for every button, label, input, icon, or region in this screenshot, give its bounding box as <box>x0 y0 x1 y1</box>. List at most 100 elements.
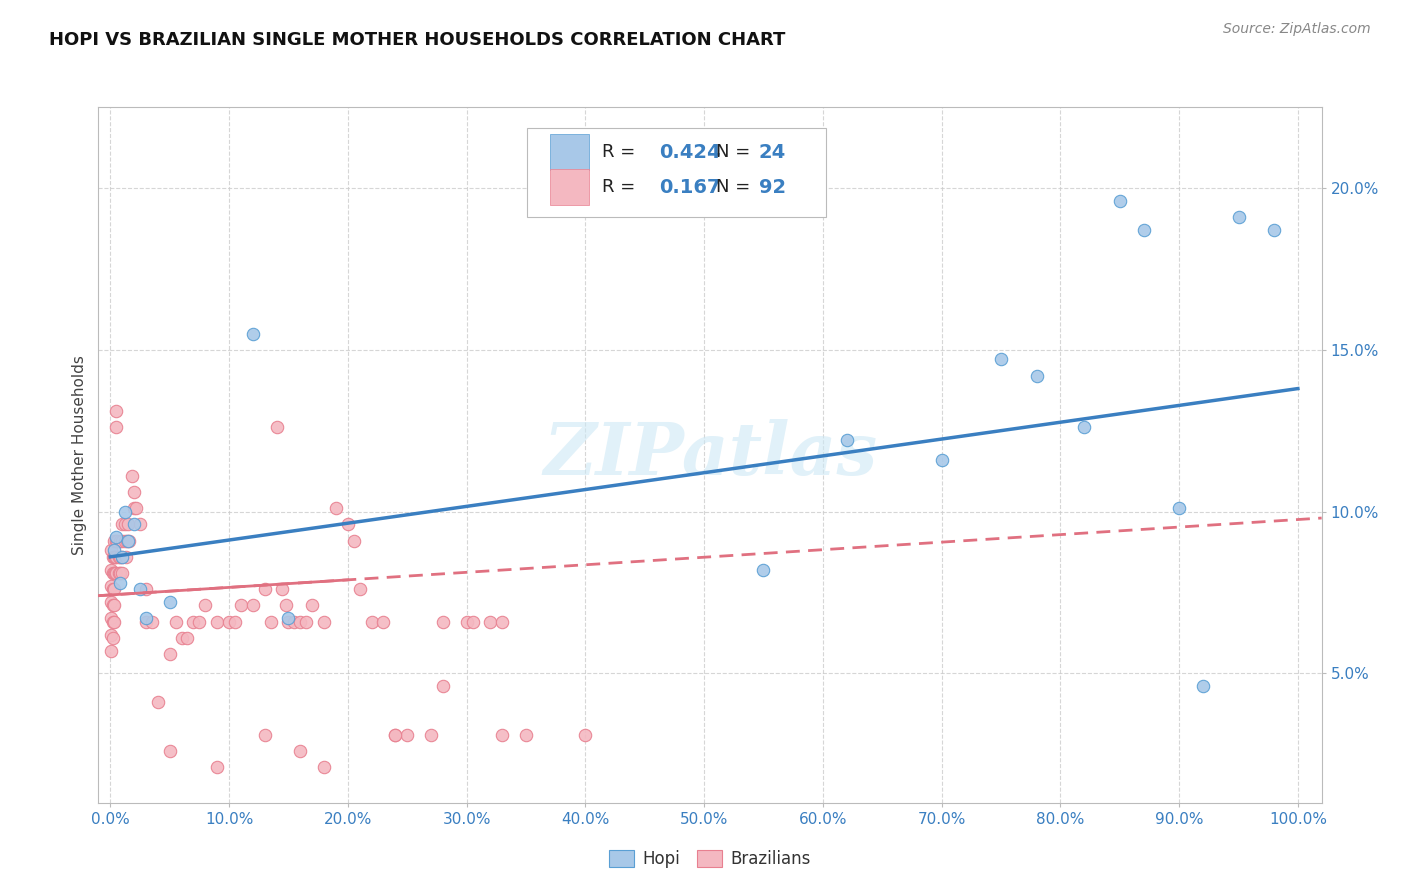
Point <box>491 728 513 742</box>
Point <box>432 615 454 629</box>
Point <box>101 549 124 564</box>
Point <box>349 582 371 597</box>
Point <box>752 563 775 577</box>
Point <box>360 615 382 629</box>
Point <box>105 566 128 580</box>
Point <box>105 531 128 545</box>
Point <box>114 517 136 532</box>
Point <box>114 533 136 548</box>
Point <box>103 599 125 613</box>
Point <box>108 566 131 580</box>
Point <box>1168 501 1191 516</box>
Point <box>183 615 205 629</box>
Point <box>384 728 406 742</box>
Point <box>104 566 127 580</box>
Point <box>100 595 122 609</box>
Text: N =: N = <box>716 178 751 196</box>
Point <box>118 533 141 548</box>
Point <box>242 326 264 341</box>
Point <box>1132 223 1154 237</box>
Point <box>115 533 138 548</box>
FancyBboxPatch shape <box>526 128 827 217</box>
FancyBboxPatch shape <box>550 134 589 170</box>
Point <box>205 760 228 774</box>
Point <box>108 549 131 564</box>
Point <box>479 615 502 629</box>
Point <box>343 533 366 548</box>
Point <box>165 615 187 629</box>
Point <box>253 582 276 597</box>
Point <box>373 615 395 629</box>
Point <box>105 420 128 434</box>
Point <box>491 615 513 629</box>
Point <box>135 582 157 597</box>
Point <box>266 420 288 434</box>
Point <box>103 533 125 548</box>
Point <box>101 599 124 613</box>
Point <box>125 501 148 516</box>
FancyBboxPatch shape <box>550 169 589 205</box>
Point <box>159 744 181 758</box>
Point <box>129 517 152 532</box>
Point <box>105 533 128 548</box>
Point <box>835 434 858 448</box>
Point <box>129 582 152 597</box>
Point <box>100 543 122 558</box>
Point <box>135 615 157 629</box>
Point <box>456 615 478 629</box>
Point <box>100 579 122 593</box>
Point <box>461 615 484 629</box>
Point <box>384 728 406 742</box>
Y-axis label: Single Mother Households: Single Mother Households <box>72 355 87 555</box>
Point <box>274 599 297 613</box>
Point <box>170 631 193 645</box>
Point <box>101 582 124 597</box>
Point <box>117 517 139 532</box>
Point <box>574 728 596 742</box>
Point <box>1025 368 1047 383</box>
Point <box>432 679 454 693</box>
Point <box>336 517 359 532</box>
Point <box>253 728 276 742</box>
Point <box>420 728 443 742</box>
Point <box>1108 194 1130 208</box>
Point <box>103 549 125 564</box>
Point <box>101 566 124 580</box>
Legend: Hopi, Brazilians: Hopi, Brazilians <box>603 843 817 874</box>
Point <box>312 760 335 774</box>
Point <box>103 566 125 580</box>
Point <box>107 566 129 580</box>
Point <box>396 728 419 742</box>
Text: 0.424: 0.424 <box>658 143 720 161</box>
Point <box>103 615 125 629</box>
Point <box>114 549 136 564</box>
Point <box>101 615 124 629</box>
Point <box>114 504 136 518</box>
Point <box>159 595 181 609</box>
Point <box>188 615 211 629</box>
Point <box>111 517 134 532</box>
Point <box>283 615 305 629</box>
Point <box>107 549 129 564</box>
Point <box>159 647 181 661</box>
Point <box>931 452 953 467</box>
Text: HOPI VS BRAZILIAN SINGLE MOTHER HOUSEHOLDS CORRELATION CHART: HOPI VS BRAZILIAN SINGLE MOTHER HOUSEHOL… <box>49 31 786 49</box>
Point <box>122 485 145 500</box>
Text: 0.167: 0.167 <box>658 178 720 196</box>
Point <box>108 533 131 548</box>
Point <box>271 582 294 597</box>
Point <box>224 615 246 629</box>
Point <box>135 611 157 625</box>
Text: ZIPatlas: ZIPatlas <box>543 419 877 491</box>
Point <box>259 615 281 629</box>
Point <box>325 501 347 516</box>
Point <box>990 352 1012 367</box>
Point <box>290 615 312 629</box>
Point <box>277 611 299 625</box>
Point <box>122 517 145 532</box>
Point <box>100 611 122 625</box>
Text: 92: 92 <box>759 178 786 196</box>
Point <box>111 566 134 580</box>
Point <box>101 631 124 645</box>
Point <box>105 549 128 564</box>
